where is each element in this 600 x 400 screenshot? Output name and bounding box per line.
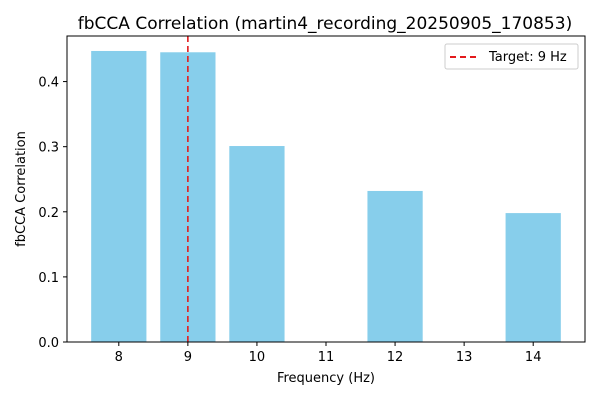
bar-8-hz [91,50,147,343]
legend-label: Target: 9 Hz [488,50,567,65]
y-axis-ticks: 0.0 0.1 0.2 0.3 0.4 [38,76,67,351]
y-tick-label: 0.1 [38,271,59,286]
x-axis-label: Frequency (Hz) [277,371,375,386]
bar-14-hz [505,213,561,342]
x-tick-label: 13 [456,350,473,365]
y-axis-label: fbCCA Correlation [14,131,29,247]
x-tick-label: 8 [115,350,123,365]
y-tick-label: 0.4 [38,76,59,91]
bar-12-hz [367,190,423,342]
x-axis-ticks: 8 9 10 11 12 13 14 [115,342,542,365]
legend: Target: 9 Hz [444,43,579,70]
chart-title: fbCCA Correlation (martin4_recording_202… [78,14,572,34]
bars-group [91,50,561,343]
bar-10-hz [229,146,285,342]
y-tick-label: 0.0 [38,336,59,351]
x-tick-label: 12 [387,350,404,365]
y-tick-label: 0.2 [38,206,59,221]
x-tick-label: 9 [184,350,192,365]
x-tick-label: 11 [318,350,335,365]
x-tick-label: 14 [525,350,542,365]
x-tick-label: 10 [249,350,266,365]
legend-box [444,43,579,70]
y-tick-label: 0.3 [38,141,59,156]
